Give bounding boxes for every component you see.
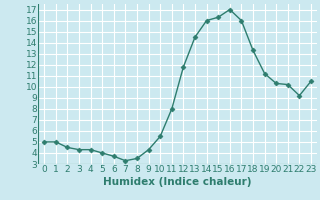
X-axis label: Humidex (Indice chaleur): Humidex (Indice chaleur) [103, 177, 252, 187]
